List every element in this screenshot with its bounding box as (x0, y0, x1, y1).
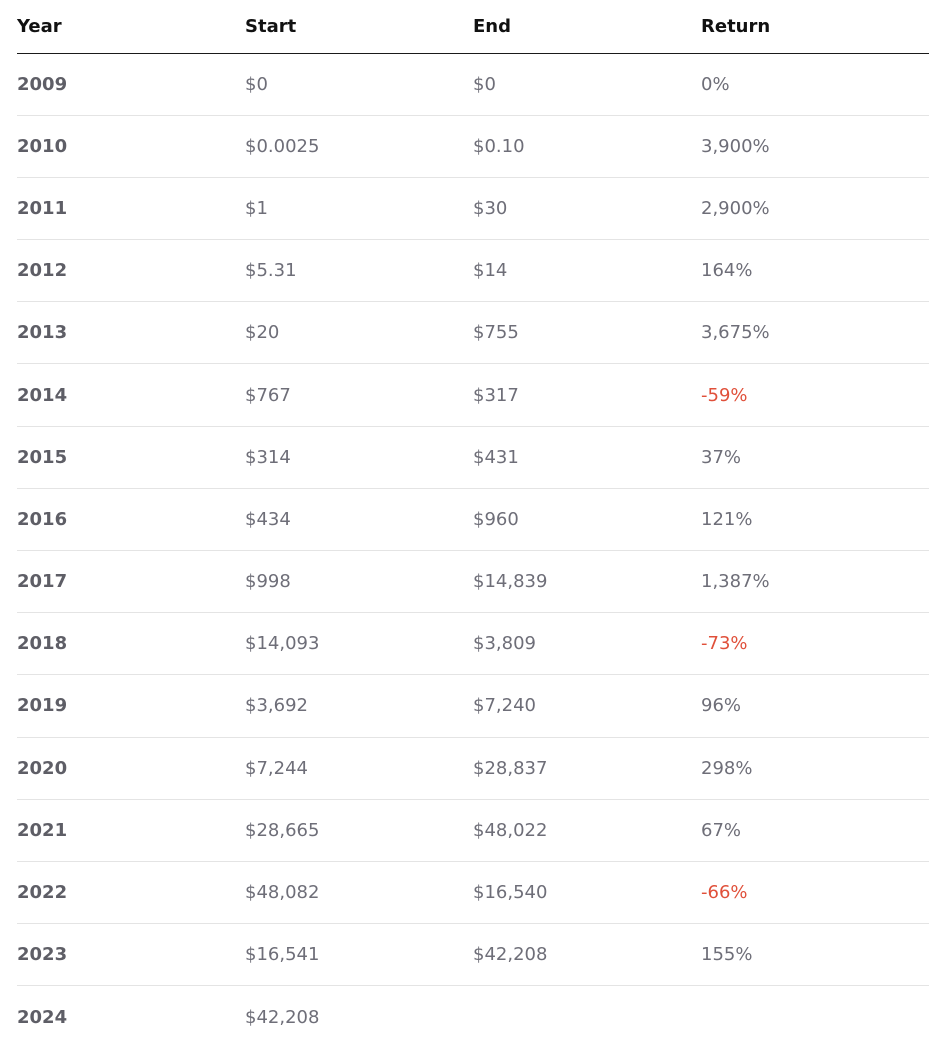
cell-return: 3,675% (701, 301, 929, 365)
header-start: Start (245, 0, 473, 54)
cell-year: 2021 (17, 799, 245, 862)
cell-end: $14 (473, 239, 701, 303)
cell-return: 164% (701, 239, 929, 303)
cell-start: $28,665 (245, 799, 473, 862)
cell-end: $755 (473, 301, 701, 365)
cell-return: 121% (701, 488, 929, 552)
cell-end: $431 (473, 426, 701, 489)
cell-start: $767 (245, 363, 473, 427)
header-return: Return (701, 0, 929, 54)
cell-return: 298% (701, 737, 929, 800)
table-row: 2014 $767 $317 -59% (17, 363, 929, 427)
cell-start: $42,208 (245, 1006, 320, 1028)
table-row: 2010 $0.0025 $0.10 3,900% (17, 115, 929, 178)
cell-end: $14,839 (473, 550, 701, 614)
cell-year: 2011 (17, 177, 245, 241)
cell-end: $28,837 (473, 737, 701, 800)
cell-return: -73% (701, 612, 929, 676)
cell-end (473, 986, 701, 1048)
cell-return: 155% (701, 923, 929, 987)
cell-start: $7,244 (245, 737, 473, 800)
cell-start: $434 (245, 488, 473, 552)
cell-return: -66% (701, 861, 929, 925)
cell-year: 2023 (17, 923, 245, 987)
table-row: 2015 $314 $431 37% (17, 426, 929, 489)
cell-start: $3,692 (245, 674, 473, 738)
cell-start: $998 (245, 550, 473, 614)
cell-end: $960 (473, 488, 701, 552)
cell-year: 2014 (17, 363, 245, 427)
table-row: 2020 $7,244 $28,837 298% (17, 737, 929, 800)
cell-start: $314 (245, 426, 473, 489)
cell-year: 2024 (17, 1006, 68, 1028)
cell-start: $20 (245, 301, 473, 365)
cell-year: 2020 (17, 737, 245, 800)
cell-return: 2,900% (701, 177, 929, 241)
table-row: 2016 $434 $960 121% (17, 488, 929, 552)
cell-start: $0 (245, 53, 473, 116)
cell-return: 67% (701, 799, 929, 862)
cell-year: 2018 (17, 612, 245, 676)
cell-start: $0.0025 (245, 115, 473, 178)
table-row: 2017 $998 $14,839 1,387% (17, 550, 929, 614)
cell-year: 2017 (17, 550, 245, 614)
cell-end: $0.10 (473, 115, 701, 178)
cell-year: 2012 (17, 239, 245, 303)
cell-end: $42,208 (473, 923, 701, 987)
header-row: Year Start End Return (17, 0, 929, 54)
table-row: 2011 $1 $30 2,900% (17, 177, 929, 241)
cell-year: 2016 (17, 488, 245, 552)
cell-year: 2009 (17, 53, 245, 116)
cell-end: $7,240 (473, 674, 701, 738)
cell-return: 3,900% (701, 115, 929, 178)
cell-year: 2019 (17, 674, 245, 738)
cell-year: 2015 (17, 426, 245, 489)
cell-return: 96% (701, 674, 929, 738)
cell-return: 0% (701, 53, 929, 116)
cell-start: $14,093 (245, 612, 473, 676)
header-end: End (473, 0, 701, 54)
cell-start: $48,082 (245, 861, 473, 925)
cell-end: $48,022 (473, 799, 701, 862)
table-row: 2019 $3,692 $7,240 96% (17, 674, 929, 738)
cell-year: 2010 (17, 115, 245, 178)
cell-start: $16,541 (245, 923, 473, 987)
table-row: 2023 $16,541 $42,208 155% (17, 923, 929, 987)
cell-return: 37% (701, 426, 929, 489)
cell-end: $317 (473, 363, 701, 427)
table-row: 2018 $14,093 $3,809 -73% (17, 612, 929, 676)
cell-return (701, 986, 929, 1048)
cell-end: $16,540 (473, 861, 701, 925)
cell-start: $1 (245, 177, 473, 241)
cell-end: $3,809 (473, 612, 701, 676)
annual-returns-table: Year Start End Return 2009 $0 $0 0% 2010 $0.0… (17, 0, 929, 1048)
table-row: 2013 $20 $755 3,675% (17, 301, 929, 365)
header-year: Year (17, 0, 245, 54)
cell-return: 1,387% (701, 550, 929, 614)
table-header: Year Start End Return (17, 0, 929, 54)
cell-return: -59% (701, 363, 929, 427)
cell-year: 2022 (17, 861, 245, 925)
cell-year: 2013 (17, 301, 245, 365)
returns-table-container: Year Start End Return 2009 $0 $0 0% 2010 $0.0… (17, 0, 929, 1048)
cell-start: $5.31 (245, 239, 473, 303)
table-row: 2009 $0 $0 0% (17, 53, 929, 116)
cell-end: $30 (473, 177, 701, 241)
table-row: 2021 $28,665 $48,022 67% (17, 799, 929, 862)
table-row: 2024 $42,208 (17, 986, 929, 1048)
table-row: 2012 $5.31 $14 164% (17, 239, 929, 303)
table-row: 2022 $48,082 $16,540 -66% (17, 861, 929, 925)
table-body: 2009 $0 $0 0% 2010 $0.0025 $0.10 3,900% 2011 $1 $3… (17, 53, 929, 1048)
cell-end: $0 (473, 53, 701, 116)
